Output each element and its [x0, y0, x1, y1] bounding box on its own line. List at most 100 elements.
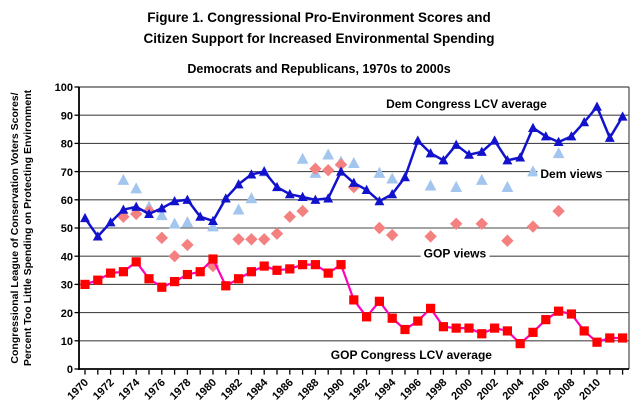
marker-triangle [361, 184, 372, 194]
marker-square [234, 274, 244, 284]
marker-square [195, 267, 205, 277]
marker-square [515, 339, 525, 349]
y-tick-label-60: 60 [61, 195, 73, 207]
marker-triangle [155, 209, 168, 221]
marker-triangle [232, 203, 245, 215]
marker-square [426, 303, 436, 313]
marker-triangle [489, 135, 500, 145]
chart-subtitle: Democrats and Republicans, 1970s to 2000… [187, 62, 451, 76]
marker-diamond [373, 221, 386, 235]
marker-triangle [552, 147, 565, 159]
marker-square [93, 275, 103, 285]
x-tick-label-1994: 1994 [373, 376, 399, 402]
marker-square [374, 296, 384, 306]
marker-triangle [323, 193, 334, 203]
y-tick-label-0: 0 [67, 364, 73, 376]
marker-square [464, 323, 474, 333]
y-tick-label-20: 20 [61, 308, 73, 320]
marker-diamond [450, 217, 463, 230]
marker-square [477, 329, 487, 339]
marker-triangle [284, 188, 295, 199]
marker-square [310, 260, 320, 270]
marker-triangle [296, 152, 309, 164]
x-tick-label-1980: 1980 [193, 377, 219, 403]
marker-diamond [475, 217, 488, 230]
marker-triangle [259, 166, 270, 176]
marker-square [144, 274, 154, 284]
marker-triangle [387, 188, 398, 199]
annotation-gop-congress-lcv-average: GOP Congress LCV average [331, 348, 493, 362]
y-tick-label-30: 30 [61, 280, 73, 292]
marker-square [438, 322, 448, 332]
marker-diamond [258, 233, 271, 246]
marker-triangle [540, 131, 551, 141]
marker-triangle [425, 148, 436, 158]
marker-triangle [336, 166, 346, 176]
marker-triangle [527, 165, 539, 177]
annotation-dem-congress-lcv-average: Dem Congress LCV average [386, 97, 547, 111]
y-tick-label-50: 50 [61, 223, 73, 235]
marker-triangle [169, 196, 180, 206]
x-tick-label-1992: 1992 [347, 377, 373, 403]
marker-triangle [501, 180, 514, 192]
marker-square [246, 267, 256, 277]
marker-square [349, 295, 359, 305]
marker-square [362, 312, 372, 322]
marker-triangle [412, 135, 423, 145]
figure-title-line1: Figure 1. Congressional Pro-Environment … [147, 10, 491, 25]
marker-triangle [208, 215, 218, 226]
marker-square [618, 333, 628, 343]
marker-square [285, 264, 295, 274]
marker-triangle [105, 217, 116, 227]
x-tick-label-1978: 1978 [168, 377, 194, 403]
marker-square [541, 315, 551, 325]
marker-diamond [501, 234, 514, 247]
marker-triangle [246, 169, 257, 179]
x-tick-label-1982: 1982 [219, 377, 245, 403]
marker-triangle [310, 194, 321, 204]
y-tick-label-10: 10 [61, 336, 73, 348]
marker-triangle [182, 194, 193, 204]
x-tick-label-1988: 1988 [296, 377, 322, 403]
x-tick-label-2008: 2008 [552, 377, 578, 403]
marker-square [605, 333, 615, 343]
marker-triangle [566, 131, 577, 141]
y-tick-label-40: 40 [61, 251, 73, 263]
marker-diamond [270, 227, 284, 240]
annotation-bg-gop-congress-lcv-average [327, 347, 496, 364]
marker-square [323, 268, 333, 278]
marker-triangle [181, 216, 194, 228]
marker-triangle [374, 196, 385, 206]
marker-triangle [168, 217, 181, 229]
marker-square [528, 327, 538, 337]
annotation-dem-views: Dem views [540, 167, 602, 181]
marker-square [157, 282, 167, 292]
marker-diamond [309, 162, 322, 175]
marker-triangle [130, 182, 143, 194]
marker-diamond [117, 210, 130, 223]
marker-triangle [553, 136, 564, 147]
y-tick-label-90: 90 [61, 110, 73, 122]
annotation-bg-dem-views [537, 166, 606, 183]
marker-square [554, 306, 564, 316]
marker-diamond [232, 233, 245, 246]
marker-triangle [118, 204, 129, 214]
marker-square [221, 281, 231, 291]
marker-square [592, 337, 602, 347]
marker-triangle [373, 166, 386, 178]
marker-triangle [92, 231, 103, 241]
figure-title-line2: Citizen Support for Increased Environmen… [143, 31, 495, 46]
marker-triangle [347, 156, 360, 168]
figure-title: Figure 1. Congressional Pro-Environment … [0, 7, 638, 49]
marker-square [400, 324, 410, 335]
annotation-bg-dem-congress-lcv-average [383, 96, 551, 113]
x-tick-label-1970: 1970 [65, 377, 91, 403]
y-tick-label-100: 100 [55, 82, 73, 94]
marker-triangle [579, 117, 590, 127]
marker-square [259, 261, 269, 271]
marker-square [387, 313, 397, 323]
marker-triangle [451, 139, 462, 149]
marker-diamond [181, 238, 194, 252]
